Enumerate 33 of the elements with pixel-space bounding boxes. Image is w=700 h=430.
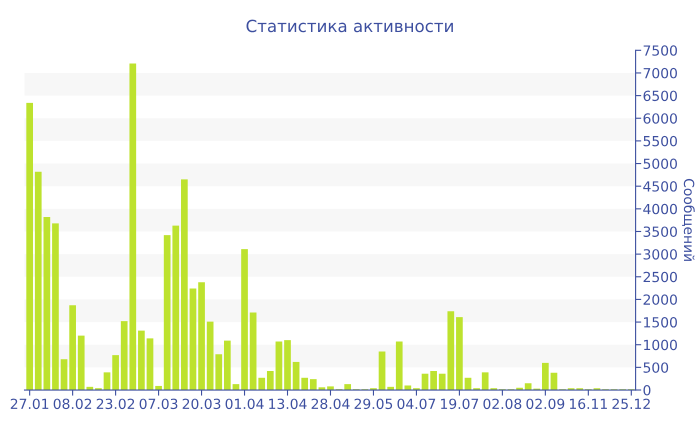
y-tick-label: 1000 bbox=[644, 340, 677, 350]
x-tick-label: 29.05 bbox=[354, 398, 392, 410]
y-tick-label: 5000 bbox=[644, 158, 677, 170]
x-tick-label: 04.07 bbox=[397, 398, 436, 410]
x-tick-label: 02.08 bbox=[483, 398, 522, 410]
y-tick-label: 4000 bbox=[643, 204, 677, 214]
x-tick-label: 27.01 bbox=[10, 398, 48, 410]
y-tick-label: 4500 bbox=[643, 181, 677, 192]
y-tick-label: 6000 bbox=[644, 113, 677, 124]
y-tick-label: 7500 bbox=[644, 45, 677, 56]
y-tick-label: 500 bbox=[644, 362, 668, 373]
x-tick-label: 13.04 bbox=[269, 398, 307, 410]
x-tick-label: 08.02 bbox=[54, 398, 92, 410]
x-tick-label: 07.03 bbox=[140, 398, 178, 410]
x-tick-label: 23.02 bbox=[96, 398, 134, 410]
x-tick-label: 01.04 bbox=[226, 398, 264, 410]
y-tick-label: 2500 bbox=[644, 272, 677, 282]
y-tick-label: 2000 bbox=[644, 294, 677, 305]
y-tick-label: 1500 bbox=[644, 317, 677, 328]
y-tick-label: 6500 bbox=[644, 90, 677, 102]
x-tick-label: 02.09 bbox=[526, 398, 564, 410]
x-tick-label: 28.04 bbox=[312, 398, 350, 410]
y-axis-title: Сообщений bbox=[682, 178, 695, 261]
x-tick-label: 19.07 bbox=[441, 398, 478, 410]
y-tick-label: 7000 bbox=[644, 68, 677, 78]
y-tick-label: 3500 bbox=[644, 226, 677, 237]
x-tick-label: 16.11 bbox=[570, 398, 607, 410]
y-tick-label: 3000 bbox=[644, 249, 677, 260]
y-tick-label: 5500 bbox=[644, 136, 677, 146]
x-tick-label: 25.12 bbox=[612, 398, 650, 410]
chart-title: Статистика активности bbox=[246, 20, 453, 32]
y-tick-label: 0 bbox=[643, 384, 650, 396]
x-tick-label: 20.03 bbox=[182, 398, 220, 410]
